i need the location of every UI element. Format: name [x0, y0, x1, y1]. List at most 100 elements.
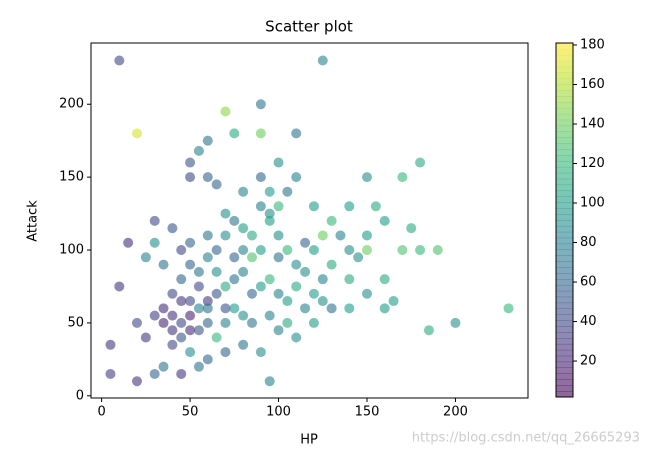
- colorbar-band: [556, 385, 573, 392]
- colorbar-band: [556, 320, 573, 327]
- point: [344, 245, 355, 256]
- point: [202, 230, 213, 241]
- colorbar-band: [556, 119, 573, 127]
- point: [238, 245, 249, 256]
- point: [247, 252, 257, 263]
- colorbar-band: [556, 273, 573, 280]
- point: [282, 296, 293, 307]
- point: [317, 296, 328, 307]
- point: [379, 303, 390, 314]
- colorbar-band: [556, 137, 573, 144]
- colorbar-band: [556, 220, 573, 227]
- colorbar-band: [556, 102, 573, 109]
- colorbar-band: [556, 302, 573, 309]
- point: [193, 266, 204, 277]
- point: [176, 245, 187, 256]
- point: [503, 303, 514, 314]
- point: [167, 310, 178, 321]
- colorbar-band: [556, 78, 573, 85]
- point: [176, 332, 187, 343]
- point: [211, 288, 222, 299]
- colorbar-band: [556, 391, 573, 398]
- point: [255, 99, 266, 110]
- point: [167, 223, 178, 234]
- point: [193, 361, 204, 372]
- point: [273, 288, 284, 299]
- point: [317, 274, 328, 285]
- y-axis-label: Attack: [26, 200, 41, 242]
- colorbar-frame: [555, 42, 574, 398]
- x-tick-label: 200: [443, 405, 468, 420]
- point: [264, 208, 275, 219]
- point: [264, 215, 275, 226]
- point: [264, 274, 275, 285]
- colorbar-band: [556, 107, 573, 115]
- point: [238, 339, 249, 350]
- point: [300, 266, 311, 277]
- point: [300, 237, 311, 248]
- x-tick-label: 100: [266, 405, 291, 420]
- point: [308, 317, 319, 328]
- point: [344, 274, 355, 285]
- colorbar-band: [556, 279, 573, 286]
- point: [105, 339, 116, 350]
- point: [353, 252, 364, 263]
- colorbar-band: [556, 131, 573, 138]
- point: [105, 368, 116, 379]
- x-tick-label: 150: [355, 405, 380, 420]
- point: [149, 368, 160, 379]
- y-tick-label: 150: [59, 170, 84, 185]
- point: [255, 128, 266, 139]
- point: [229, 215, 240, 226]
- colorbar-band: [556, 290, 573, 298]
- point: [335, 230, 346, 241]
- colorbar-band: [556, 243, 573, 250]
- point: [211, 266, 222, 277]
- point: [291, 281, 302, 292]
- point: [220, 317, 231, 328]
- point: [185, 310, 196, 321]
- point: [211, 332, 222, 343]
- point: [379, 274, 390, 285]
- point: [167, 339, 178, 350]
- point: [123, 237, 134, 248]
- point: [176, 368, 187, 379]
- point: [238, 186, 249, 197]
- colorbar-band: [556, 208, 573, 215]
- y-tick-label: 100: [59, 243, 84, 258]
- point: [397, 245, 408, 256]
- point: [255, 201, 266, 212]
- colorbar-band: [556, 214, 573, 221]
- point: [229, 252, 240, 263]
- point: [238, 223, 249, 234]
- point: [397, 172, 408, 183]
- point: [185, 296, 196, 307]
- point: [185, 259, 196, 270]
- point: [229, 303, 240, 314]
- colorbar-band: [556, 361, 573, 368]
- point: [158, 259, 169, 270]
- point: [300, 303, 311, 314]
- point: [238, 310, 249, 321]
- point: [158, 303, 169, 314]
- point: [282, 245, 293, 256]
- colorbar-band: [556, 202, 573, 209]
- colorbar-band: [556, 326, 573, 333]
- point: [317, 230, 328, 241]
- colorbar-band: [556, 196, 573, 203]
- point: [415, 157, 426, 168]
- point: [220, 281, 231, 292]
- point: [255, 245, 266, 256]
- colorbar-band: [556, 255, 573, 262]
- point: [140, 332, 151, 343]
- point: [326, 259, 337, 270]
- point: [211, 179, 222, 190]
- point: [149, 237, 160, 248]
- point: [202, 172, 213, 183]
- point: [193, 145, 204, 156]
- point: [176, 296, 187, 307]
- point: [362, 288, 372, 299]
- colorbar-band: [556, 161, 573, 168]
- point: [308, 201, 319, 212]
- point: [202, 354, 213, 365]
